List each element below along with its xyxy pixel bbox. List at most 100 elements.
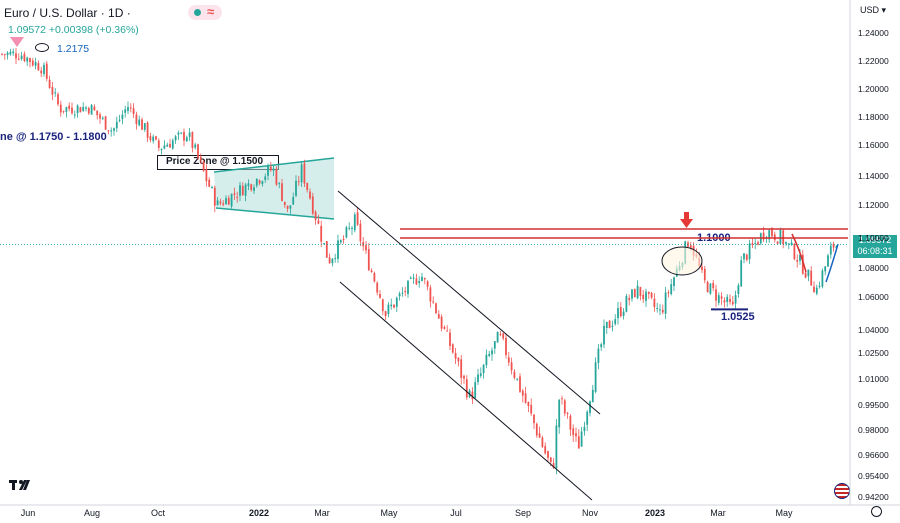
candle-body <box>395 297 398 307</box>
candle-body <box>471 391 474 400</box>
candle-body <box>440 316 443 329</box>
settings-icon[interactable] <box>871 506 882 517</box>
candle-body <box>779 229 782 244</box>
y-tick-label: 1.06000 <box>858 292 889 302</box>
candle-body <box>225 198 227 205</box>
candle-body <box>31 60 34 66</box>
candle-body <box>580 431 583 447</box>
candle-body <box>96 110 99 116</box>
candle-body <box>314 211 317 220</box>
x-tick-label: Mar <box>314 508 330 518</box>
candle-body <box>449 332 451 346</box>
candle-body <box>93 106 96 111</box>
candles <box>1 47 838 475</box>
x-tick-label: Jun <box>21 508 36 518</box>
currency-selector[interactable]: USD ▾ <box>860 5 887 15</box>
down-arrow-icon <box>684 212 689 220</box>
candle-body <box>348 227 351 229</box>
candle-body <box>418 281 421 284</box>
candle-body <box>110 130 113 132</box>
candle-body <box>303 163 306 184</box>
y-tick-label: 1.22000 <box>858 56 889 66</box>
candle-body <box>561 398 563 400</box>
candle-body <box>832 243 835 248</box>
candle-body <box>563 400 566 414</box>
candle-body <box>659 309 661 311</box>
x-tick-label: Sep <box>515 508 531 518</box>
candle-body <box>264 176 267 180</box>
candle-body <box>796 260 799 262</box>
candle-body <box>493 341 496 349</box>
candle-body <box>337 240 339 259</box>
candle-body <box>754 242 757 244</box>
candle-body <box>575 433 577 437</box>
candle-body <box>261 181 264 185</box>
candle-body <box>99 114 101 119</box>
indicator-badge[interactable]: ≈ <box>188 4 222 20</box>
candle-body <box>152 136 155 142</box>
candle-body <box>737 285 740 294</box>
candle-body <box>743 253 745 260</box>
candle-body <box>87 108 90 114</box>
candle-body <box>325 241 328 258</box>
candle-body <box>726 296 729 302</box>
candle-body <box>370 270 373 273</box>
candle-body <box>485 354 488 366</box>
candle-body <box>633 289 636 298</box>
zone-label-box: Price Zone @ 1.1500 <box>157 155 279 170</box>
candle-body <box>258 180 261 184</box>
candle-body <box>129 107 132 109</box>
candle-body <box>463 375 465 379</box>
candle-body <box>594 362 597 392</box>
candle-body <box>401 292 404 294</box>
candle-body <box>138 119 141 126</box>
decline-curve <box>791 233 807 273</box>
candle-body <box>558 399 561 428</box>
zone-label-mid: Price Zone @ 1.1500 <box>166 156 264 167</box>
x-tick-label: Nov <box>582 508 599 518</box>
candle-body <box>48 79 51 88</box>
candle-body <box>59 104 62 113</box>
candle-body <box>306 182 309 190</box>
candle-body <box>85 107 87 109</box>
candle-body <box>552 463 555 468</box>
candle-body <box>519 376 521 392</box>
candle-body <box>297 181 300 183</box>
candle-body <box>496 332 499 343</box>
candle-body <box>701 266 703 270</box>
down-arrow-icon-head <box>680 219 693 228</box>
candle-body <box>776 241 779 244</box>
hide-eye-icon[interactable] <box>35 43 49 52</box>
candle-body <box>597 348 600 363</box>
candle-body <box>174 136 177 141</box>
candle-body <box>619 306 622 317</box>
candle-body <box>530 404 533 414</box>
candle-body <box>163 145 166 149</box>
candle-body <box>787 243 790 245</box>
candle-body <box>65 107 68 112</box>
candle-body <box>437 314 440 319</box>
candle-body <box>180 132 183 134</box>
candle-body <box>353 214 356 231</box>
x-tick-label: 2023 <box>645 508 665 518</box>
candle-body <box>412 277 415 279</box>
candle-body <box>631 289 633 299</box>
symbol-title[interactable]: Euro / U.S. Dollar · 1D · <box>4 6 131 20</box>
last-price: 1.09572 <box>8 24 46 36</box>
candle-body <box>703 268 706 281</box>
candle-body <box>667 292 670 294</box>
price-change: +0.00398 (+0.36%) <box>48 24 139 36</box>
candle-body <box>757 242 759 245</box>
candle-body <box>734 295 737 304</box>
candle-body <box>818 285 821 287</box>
rejection-ellipse <box>661 246 703 276</box>
x-tick-label: Mar <box>710 508 726 518</box>
candle-body <box>611 325 614 327</box>
candle-body <box>73 114 76 116</box>
candle-body <box>155 136 157 140</box>
candle-body <box>457 357 460 362</box>
x-tick-label: May <box>775 508 793 518</box>
candle-body <box>516 378 519 380</box>
candle-body <box>622 311 625 316</box>
